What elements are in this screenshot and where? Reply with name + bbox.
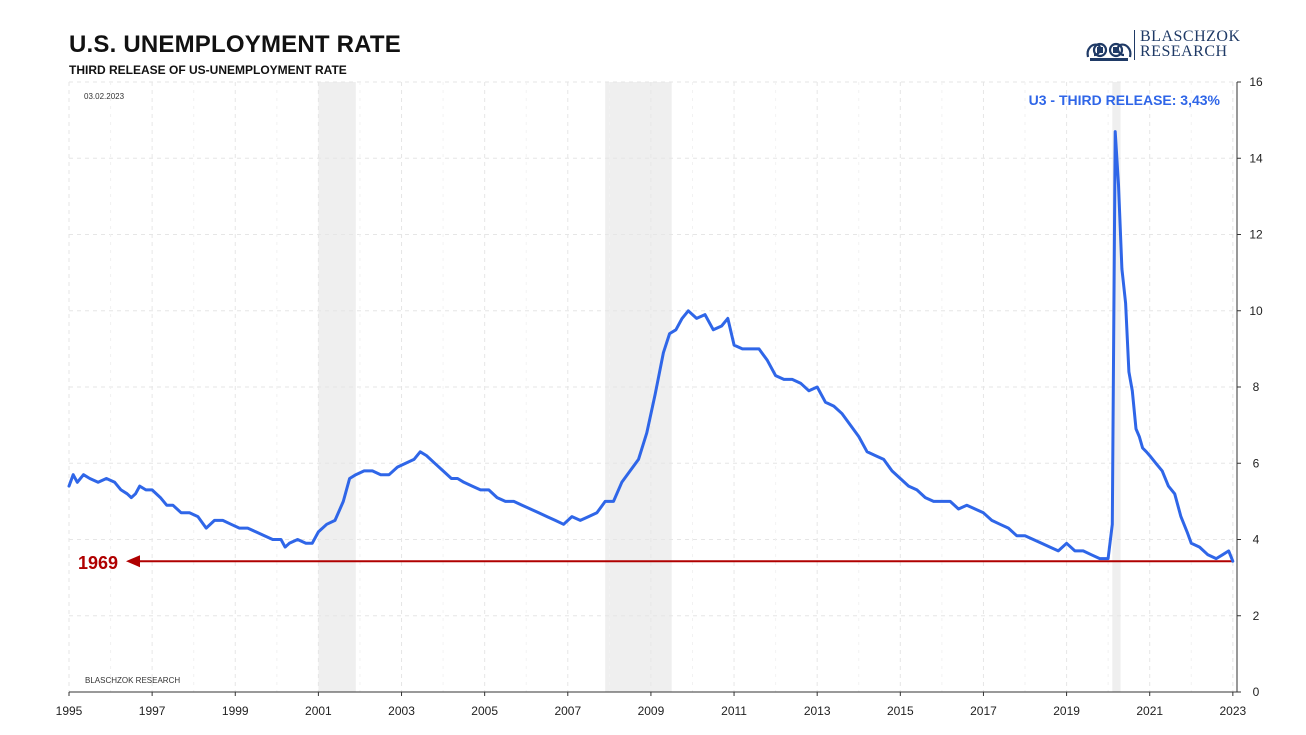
latest-value-annotation: U3 - THIRD RELEASE: 3,43% bbox=[1029, 92, 1221, 108]
series-line-0 bbox=[67, 130, 1235, 563]
y-tick-label-2: 2 bbox=[1253, 609, 1260, 623]
x-tick-label-1999: 1999 bbox=[222, 704, 249, 718]
chart-watermark: BLASCHZOK RESEARCH bbox=[85, 676, 180, 685]
y-tick-label-4: 4 bbox=[1253, 533, 1260, 547]
logo-wordmark: BLASCHZOK RESEARCH bbox=[1140, 28, 1241, 60]
logo-line-2: RESEARCH bbox=[1140, 43, 1228, 60]
chart-grid bbox=[68, 81, 1237, 693]
recession-band-2 bbox=[1112, 82, 1121, 692]
logo-line-1: BLASCHZOK bbox=[1140, 28, 1241, 45]
y-tick-label-6: 6 bbox=[1253, 456, 1260, 470]
logo-emblem-icon bbox=[1086, 42, 1132, 61]
y-tick-label-16: 16 bbox=[1249, 75, 1263, 89]
reference-arrowhead-icon bbox=[126, 555, 140, 568]
brand-logo bbox=[1084, 29, 1244, 63]
y-tick-label-0: 0 bbox=[1253, 685, 1260, 699]
x-tick-label-2011: 2011 bbox=[721, 704, 747, 718]
y-tick-label-12: 12 bbox=[1249, 228, 1263, 242]
series-layer bbox=[67, 130, 1235, 563]
x-tick-label-2019: 2019 bbox=[1053, 704, 1080, 718]
x-tick-label-2021: 2021 bbox=[1136, 704, 1163, 718]
x-tick-label-2013: 2013 bbox=[804, 704, 831, 718]
x-tick-label-2009: 2009 bbox=[638, 704, 665, 718]
x-tick-label-1997: 1997 bbox=[139, 704, 166, 718]
x-tick-label-2005: 2005 bbox=[471, 704, 498, 718]
y-tick-label-8: 8 bbox=[1253, 380, 1260, 394]
x-tick-label-1995: 1995 bbox=[56, 704, 83, 718]
y-tick-label-14: 14 bbox=[1249, 151, 1263, 165]
chart-date-label: 03.02.2023 bbox=[84, 92, 125, 101]
x-tick-label-2023: 2023 bbox=[1219, 704, 1246, 718]
x-tick-label-2015: 2015 bbox=[887, 704, 914, 718]
reference-line-label: 1969 bbox=[78, 553, 118, 573]
x-tick-label-2017: 2017 bbox=[970, 704, 997, 718]
y-tick-label-10: 10 bbox=[1249, 304, 1263, 318]
chart-subtitle: THIRD RELEASE OF US-UNEMPLOYMENT RATE bbox=[69, 63, 347, 77]
x-tick-label-2001: 2001 bbox=[305, 704, 332, 718]
reference-line-group: 1969 bbox=[78, 553, 1233, 573]
x-tick-label-2003: 2003 bbox=[388, 704, 415, 718]
x-tick-label-2007: 2007 bbox=[554, 704, 581, 718]
logo-divider bbox=[1134, 30, 1135, 60]
chart-title: U.S. UNEMPLOYMENT RATE bbox=[69, 31, 401, 58]
chart-axes: 1995 1997 1999 2001 2003 2005 2007 2009 2011 2013… bbox=[56, 75, 1263, 718]
